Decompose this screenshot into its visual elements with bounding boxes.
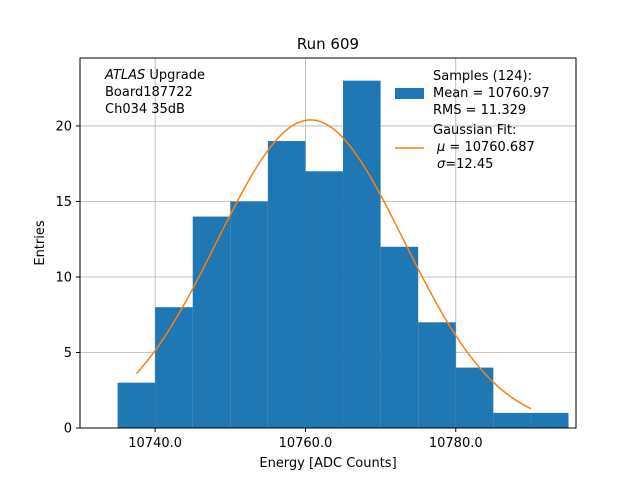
x-tick-label: 10760.0 bbox=[279, 436, 333, 451]
gaussian-fit-line bbox=[135, 119, 532, 410]
board-label: Board187722 bbox=[105, 85, 193, 100]
histogram-bar bbox=[343, 80, 381, 428]
histogram-bar bbox=[117, 382, 156, 428]
histogram-bars bbox=[117, 80, 569, 428]
x-axis-label: Energy [ADC Counts] bbox=[259, 456, 396, 471]
y-tick-label: 5 bbox=[64, 346, 72, 361]
atlas-annotation: ATLAS Upgrade Board187722 Ch034 35dB bbox=[104, 68, 205, 117]
x-tick-label: 10780.0 bbox=[429, 436, 483, 451]
legend-fit-mu: μ = 10760.687 bbox=[436, 140, 535, 155]
chart-title: Run 609 bbox=[297, 35, 359, 53]
atlas-label: ATLAS bbox=[104, 68, 145, 83]
histogram-bar bbox=[267, 141, 306, 428]
upgrade-label: Upgrade bbox=[145, 68, 205, 83]
channel-label: Ch034 35dB bbox=[105, 102, 185, 117]
y-axis-label: Entries bbox=[33, 220, 48, 266]
histogram-bar bbox=[230, 201, 268, 428]
histogram-bar bbox=[493, 412, 531, 428]
legend: Samples (124): Mean = 10760.97 RMS = 11.… bbox=[395, 69, 550, 172]
sigma-value: =12.45 bbox=[445, 157, 493, 172]
y-tick-label: 0 bbox=[64, 422, 72, 437]
x-axis-ticks: 10740.0 10760.0 10780.0 bbox=[128, 428, 483, 451]
legend-samples-swatch bbox=[395, 88, 424, 99]
legend-samples-mean: Mean = 10760.97 bbox=[433, 86, 550, 101]
plot-frame bbox=[79, 57, 577, 429]
y-tick-label: 15 bbox=[55, 195, 72, 210]
histogram-bar bbox=[305, 171, 344, 428]
y-tick-label: 20 bbox=[55, 119, 72, 134]
mu-value: = 10760.687 bbox=[445, 140, 534, 155]
sigma-symbol: σ bbox=[437, 157, 446, 172]
histogram-bar bbox=[155, 307, 193, 428]
histogram-bar bbox=[192, 216, 231, 428]
annotation-line-1: ATLAS Upgrade bbox=[104, 68, 205, 83]
histogram-bar bbox=[380, 246, 419, 428]
histogram-bar bbox=[455, 367, 494, 428]
y-tick-label: 10 bbox=[55, 270, 72, 285]
legend-fit-title: Gaussian Fit: bbox=[433, 123, 516, 138]
legend-fit-sigma: σ=12.45 bbox=[437, 157, 493, 172]
y-axis-ticks: 0 5 10 15 20 bbox=[55, 119, 80, 437]
histogram-bar bbox=[530, 412, 569, 428]
x-tick-label: 10740.0 bbox=[128, 436, 182, 451]
mu-symbol: μ bbox=[436, 140, 445, 155]
legend-samples-rms: RMS = 11.329 bbox=[433, 103, 526, 118]
gaussian-fit bbox=[135, 119, 532, 410]
legend-samples-title: Samples (124): bbox=[433, 69, 532, 84]
histogram-bar bbox=[418, 322, 456, 428]
